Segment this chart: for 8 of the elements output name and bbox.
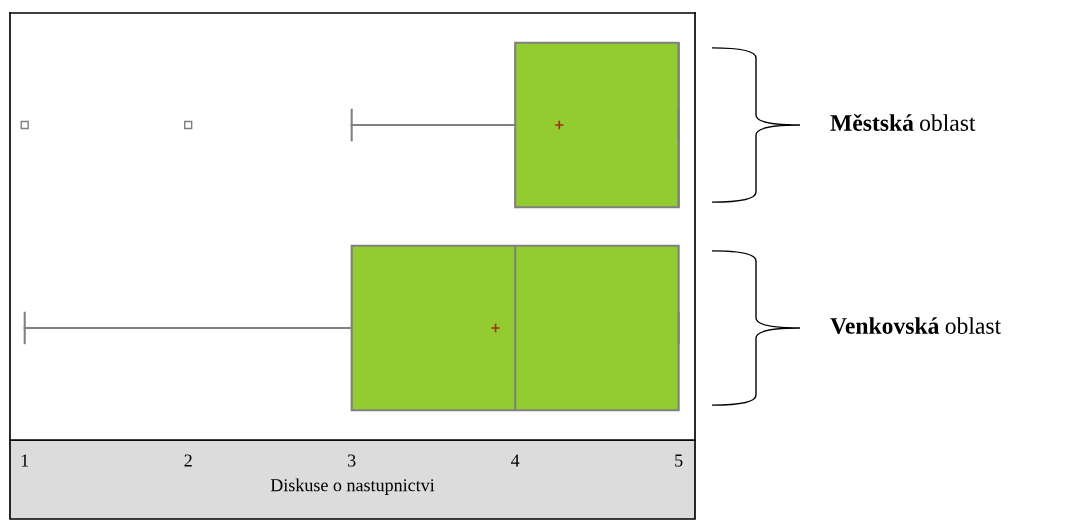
x-tick-label: 1 — [21, 454, 29, 467]
x-axis-title: Diskuse o nastupnictvi — [270, 478, 435, 495]
x-tick-label: 3 — [348, 454, 356, 467]
x-tick-label: 2 — [184, 454, 192, 467]
y-tick-label: Městská oblast — [830, 114, 976, 131]
x-tick-label: 5 — [675, 454, 683, 467]
y-tick-label: Venkovská oblast — [830, 317, 1002, 335]
x-tick-label: 4 — [511, 454, 520, 467]
